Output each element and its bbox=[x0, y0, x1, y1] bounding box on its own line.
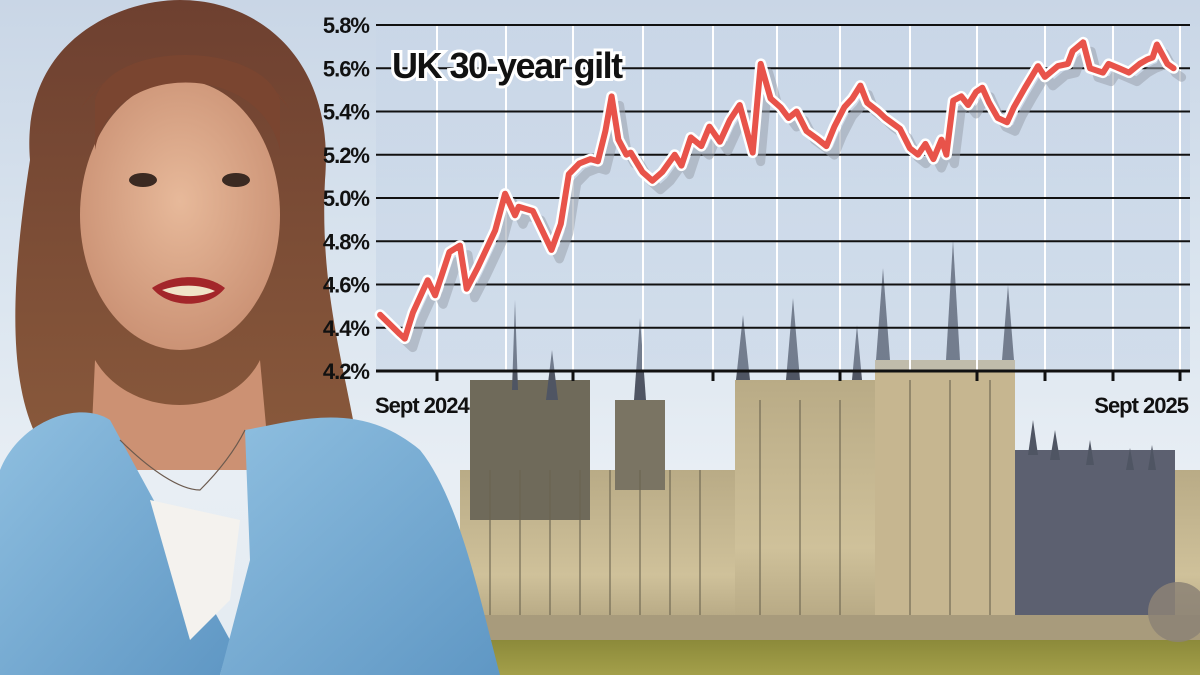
x-axis-tick-labels: Sept 2024 Sept 2025 bbox=[375, 393, 1190, 418]
y-tick-label: 4.8% bbox=[323, 229, 370, 254]
y-tick-label: 5.8% bbox=[323, 13, 370, 38]
y-axis-tick-labels: 4.2% 4.4% 4.6% 4.8% 5.0% 5.2% 5.4% 5.6% 5.8% bbox=[323, 13, 371, 384]
y-tick-label: 4.4% bbox=[323, 316, 370, 341]
y-tick-label: 5.4% bbox=[323, 100, 370, 125]
portrait-image bbox=[0, 0, 500, 675]
x-axis-ticks bbox=[435, 371, 1182, 381]
x-tick-label: Sept 2024 bbox=[375, 393, 470, 418]
y-tick-label: 4.6% bbox=[323, 273, 370, 298]
y-tick-label: 5.0% bbox=[323, 186, 370, 211]
y-tick-label: 4.2% bbox=[323, 359, 370, 384]
line-series bbox=[374, 36, 1187, 353]
gilt-yield-line bbox=[377, 39, 1177, 342]
y-tick-label: 5.6% bbox=[323, 56, 370, 81]
chart-title: UK 30-year gilt bbox=[392, 45, 623, 86]
y-tick-label: 5.2% bbox=[323, 143, 370, 168]
x-tick-label: Sept 2025 bbox=[1094, 393, 1188, 418]
